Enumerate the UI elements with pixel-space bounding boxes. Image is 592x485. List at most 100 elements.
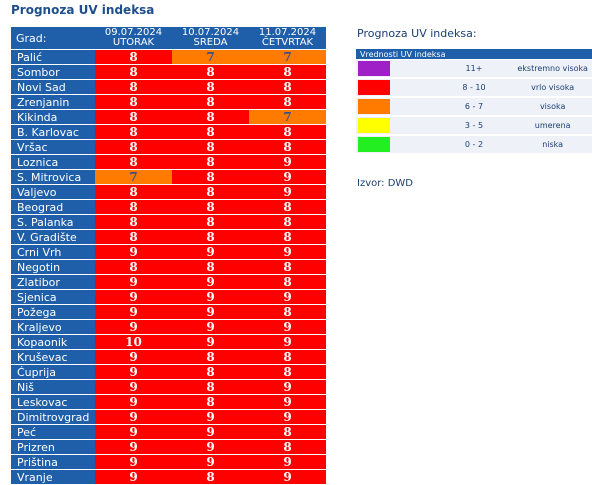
uv-index-cell: 8 xyxy=(172,64,249,80)
uv-index-cell: 7 xyxy=(172,49,249,65)
table-row: Sjenica 9 9 9 xyxy=(11,289,326,305)
uv-index-cell: 8 xyxy=(95,49,172,65)
uv-index-cell: 8 xyxy=(95,79,172,95)
uv-index-cell: 9 xyxy=(249,409,326,425)
uv-index-cell: 7 xyxy=(249,109,326,125)
uv-index-cell: 8 xyxy=(172,94,249,110)
legend-swatch-cell xyxy=(356,97,435,117)
uv-index-cell: 9 xyxy=(95,304,172,320)
uv-index-cell: 9 xyxy=(95,244,172,260)
legend-label: visoka xyxy=(513,97,592,117)
uv-index-cell: 8 xyxy=(249,79,326,95)
table-row: Novi Sad 8 8 8 xyxy=(11,79,326,95)
uv-index-cell: 8 xyxy=(95,199,172,215)
uv-index-cell: 8 xyxy=(249,274,326,290)
uv-index-cell: 8 xyxy=(249,439,326,455)
uv-index-cell: 9 xyxy=(249,334,326,350)
uv-index-cell: 9 xyxy=(95,274,172,290)
table-row: Ćuprija 9 8 8 xyxy=(11,364,326,380)
table-row: Sombor 8 8 8 xyxy=(11,64,326,80)
uv-index-cell: 8 xyxy=(172,229,249,245)
legend-range: 6 - 7 xyxy=(434,97,514,117)
city-name: Požega xyxy=(11,304,95,320)
day-column-header: 10.07.2024 SREDA xyxy=(172,27,249,50)
uv-index-cell: 8 xyxy=(249,64,326,80)
uv-index-cell: 8 xyxy=(249,304,326,320)
uv-index-cell: 8 xyxy=(249,364,326,380)
uv-index-cell: 9 xyxy=(172,289,249,305)
table-row: Niš 9 8 9 xyxy=(11,379,326,395)
uv-index-cell: 8 xyxy=(172,469,249,485)
legend-range: 3 - 5 xyxy=(434,116,514,136)
legend-range: 11+ xyxy=(434,59,514,79)
uv-index-cell: 9 xyxy=(249,379,326,395)
uv-legend-table: Vrednosti UV indeksa 11+ ekstremno visoka… xyxy=(356,49,592,155)
day-weekday: UTORAK xyxy=(112,37,155,48)
uv-index-cell: 8 xyxy=(95,214,172,230)
uv-index-cell: 8 xyxy=(172,364,249,380)
uv-index-cell: 8 xyxy=(249,424,326,440)
city-name: B. Karlovac xyxy=(11,124,95,140)
legend-label: niska xyxy=(513,135,592,155)
uv-index-cell: 9 xyxy=(95,409,172,425)
uv-index-cell: 9 xyxy=(172,274,249,290)
uv-index-cell: 9 xyxy=(172,409,249,425)
table-row: Leskovac 9 8 9 xyxy=(11,394,326,410)
legend-row: 3 - 5 umerena xyxy=(356,116,592,136)
day-weekday: ČETVRTAK xyxy=(261,37,314,48)
uv-index-cell: 9 xyxy=(249,289,326,305)
legend-range: 8 - 10 xyxy=(434,78,514,98)
table-row: S. Palanka 8 8 8 xyxy=(11,214,326,230)
legend-label: ekstremno visoka xyxy=(513,59,592,79)
day-date: 10.07.2024 xyxy=(181,27,240,38)
uv-index-cell: 8 xyxy=(172,124,249,140)
uv-index-cell: 8 xyxy=(249,124,326,140)
table-row: Zlatibor 9 9 8 xyxy=(11,274,326,290)
day-column-header: 11.07.2024 ČETVRTAK xyxy=(249,27,326,50)
uv-index-cell: 8 xyxy=(172,139,249,155)
uv-index-cell: 9 xyxy=(249,184,326,200)
city-name: Kikinda xyxy=(11,109,95,125)
uv-index-cell: 8 xyxy=(172,109,249,125)
uv-index-cell: 10 xyxy=(95,334,172,350)
legend-range: 0 - 2 xyxy=(434,135,514,155)
uv-index-cell: 9 xyxy=(95,349,172,365)
uv-index-cell: 9 xyxy=(95,424,172,440)
uv-index-cell: 8 xyxy=(172,379,249,395)
city-name: Leskovac xyxy=(11,394,95,410)
uv-index-cell: 9 xyxy=(95,454,172,470)
uv-index-cell: 8 xyxy=(95,109,172,125)
day-date: 11.07.2024 xyxy=(258,27,317,38)
uv-index-cell: 9 xyxy=(172,454,249,470)
source-note: Izvor: DWD xyxy=(357,178,414,189)
city-name: Zlatibor xyxy=(11,274,95,290)
uv-table-body: Palić 8 7 7 Sombor 8 8 8 Novi Sad 8 8 8 Zrenjanin 8 8 8… xyxy=(11,49,326,485)
uv-index-cell: 8 xyxy=(249,139,326,155)
legend-row: 8 - 10 vrlo visoka xyxy=(356,78,592,98)
uv-index-cell: 9 xyxy=(95,319,172,335)
table-row: Kraljevo 9 9 9 xyxy=(11,319,326,335)
uv-index-cell: 8 xyxy=(172,349,249,365)
uv-index-cell: 9 xyxy=(249,154,326,170)
city-name: Negotin xyxy=(11,259,95,275)
uv-index-cell: 9 xyxy=(95,469,172,485)
uv-index-cell: 9 xyxy=(172,424,249,440)
uv-index-cell: 8 xyxy=(172,259,249,275)
city-name: Kopaonik xyxy=(11,334,95,350)
table-row: Peć 9 9 8 xyxy=(11,424,326,440)
uv-index-cell: 8 xyxy=(249,259,326,275)
legend-row: 6 - 7 visoka xyxy=(356,97,592,117)
table-row: Kikinda 8 8 7 xyxy=(11,109,326,125)
uv-index-cell: 8 xyxy=(95,64,172,80)
uv-index-cell: 9 xyxy=(172,304,249,320)
uv-index-cell: 8 xyxy=(95,229,172,245)
table-row: B. Karlovac 8 8 8 xyxy=(11,124,326,140)
uv-index-cell: 7 xyxy=(95,169,172,185)
legend-label: vrlo visoka xyxy=(513,78,592,98)
uv-index-cell: 9 xyxy=(172,319,249,335)
uv-index-cell: 9 xyxy=(249,319,326,335)
legend-color-swatch xyxy=(358,137,390,152)
uv-index-cell: 7 xyxy=(249,49,326,65)
uv-index-cell: 8 xyxy=(172,199,249,215)
uv-index-cell: 8 xyxy=(95,94,172,110)
